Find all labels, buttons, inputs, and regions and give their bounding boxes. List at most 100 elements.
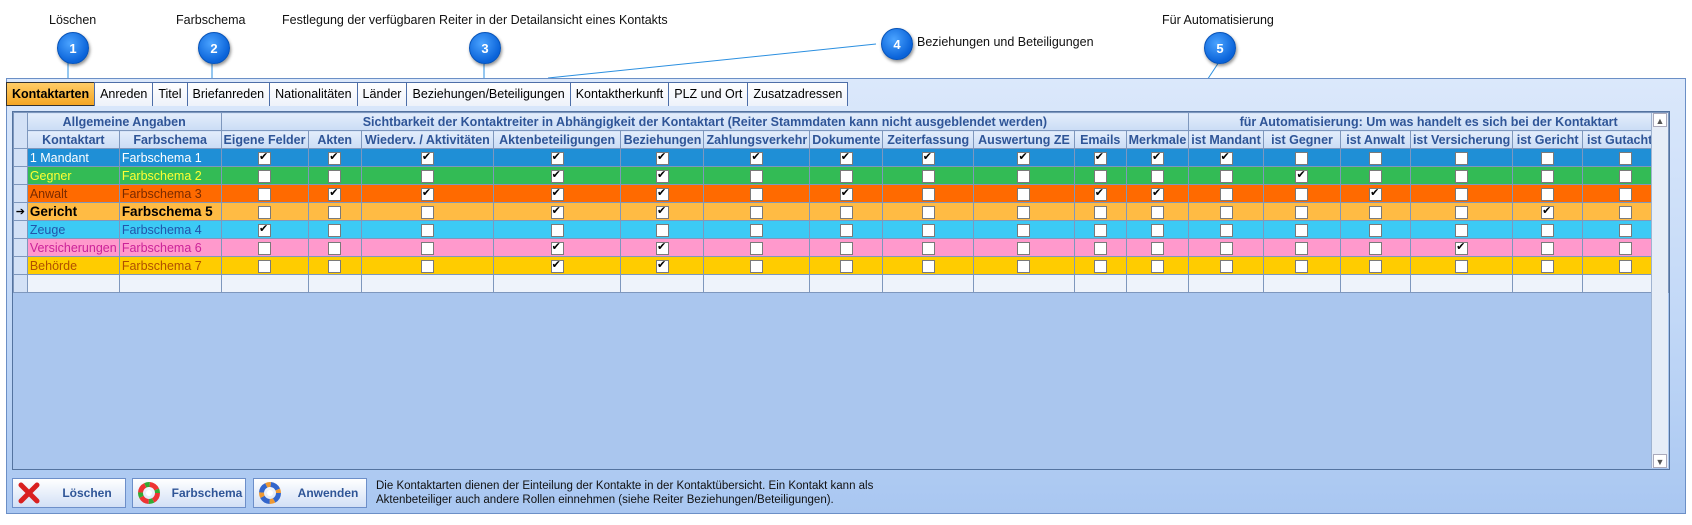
empty-cell[interactable] bbox=[809, 274, 884, 293]
column-header[interactable]: ist Gegner bbox=[1262, 130, 1342, 149]
checkbox-unchecked[interactable] bbox=[750, 259, 764, 273]
column-header[interactable]: Emails bbox=[1073, 130, 1127, 149]
checkbox-unchecked[interactable] bbox=[328, 241, 342, 255]
tab-beziehungen-beteiligungen[interactable]: Beziehungen/Beteiligungen bbox=[406, 82, 571, 106]
checkbox-unchecked[interactable] bbox=[655, 223, 669, 237]
checkbox-checked[interactable] bbox=[1455, 240, 1469, 255]
row-indicator[interactable] bbox=[13, 220, 28, 239]
checkbox-checked[interactable] bbox=[839, 186, 853, 201]
tab-laender[interactable]: Länder bbox=[356, 82, 408, 106]
empty-cell[interactable] bbox=[1409, 274, 1514, 293]
farbschema-cell[interactable]: Farbschema 6 bbox=[118, 238, 222, 257]
checkbox-unchecked[interactable] bbox=[1619, 223, 1633, 237]
checkbox-unchecked[interactable] bbox=[328, 223, 342, 237]
empty-cell[interactable] bbox=[220, 274, 309, 293]
checkbox-unchecked[interactable] bbox=[420, 205, 434, 219]
checkbox-checked[interactable] bbox=[550, 240, 564, 255]
checkbox-unchecked[interactable] bbox=[1541, 259, 1555, 273]
column-header[interactable]: Zahlungsverkehr bbox=[703, 130, 811, 149]
table-row[interactable]: Behörde Farbschema 7 bbox=[13, 256, 1669, 275]
checkbox-unchecked[interactable] bbox=[1295, 151, 1309, 165]
checkbox-unchecked[interactable] bbox=[1369, 241, 1383, 255]
checkbox-unchecked[interactable] bbox=[1619, 151, 1633, 165]
checkbox-checked[interactable] bbox=[1150, 150, 1164, 165]
checkbox-unchecked[interactable] bbox=[1619, 241, 1633, 255]
tab-kontaktherkunft[interactable]: Kontaktherkunft bbox=[569, 82, 670, 106]
checkbox-unchecked[interactable] bbox=[1219, 223, 1233, 237]
checkbox-unchecked[interactable] bbox=[420, 169, 434, 183]
kontaktart-cell[interactable]: Anwalt bbox=[26, 184, 120, 203]
kontaktart-cell[interactable]: Versicherungen bbox=[26, 238, 120, 257]
checkbox-unchecked[interactable] bbox=[1455, 205, 1469, 219]
column-header[interactable]: Eigene Felder bbox=[220, 130, 309, 149]
checkbox-unchecked[interactable] bbox=[258, 169, 272, 183]
empty-cell[interactable] bbox=[118, 274, 222, 293]
checkbox-unchecked[interactable] bbox=[1369, 151, 1383, 165]
scroll-up-arrow-icon[interactable]: ▲ bbox=[1653, 113, 1667, 127]
checkbox-unchecked[interactable] bbox=[921, 241, 935, 255]
checkbox-unchecked[interactable] bbox=[1150, 205, 1164, 219]
checkbox-unchecked[interactable] bbox=[750, 169, 764, 183]
checkbox-checked[interactable] bbox=[921, 150, 935, 165]
checkbox-unchecked[interactable] bbox=[1369, 169, 1383, 183]
row-indicator[interactable] bbox=[13, 184, 28, 203]
checkbox-checked[interactable] bbox=[1369, 186, 1383, 201]
kontaktart-cell[interactable]: 1 Mandant bbox=[26, 148, 120, 167]
checkbox-unchecked[interactable] bbox=[258, 241, 272, 255]
checkbox-checked[interactable] bbox=[258, 222, 272, 237]
empty-cell[interactable] bbox=[1188, 274, 1264, 293]
checkbox-checked[interactable] bbox=[750, 150, 764, 165]
checkbox-checked[interactable] bbox=[655, 168, 669, 183]
checkbox-checked[interactable] bbox=[550, 150, 564, 165]
checkbox-unchecked[interactable] bbox=[1150, 241, 1164, 255]
checkbox-unchecked[interactable] bbox=[420, 259, 434, 273]
farbschema-cell[interactable]: Farbschema 5 bbox=[118, 202, 222, 221]
checkbox-unchecked[interactable] bbox=[1017, 169, 1031, 183]
checkbox-unchecked[interactable] bbox=[1369, 223, 1383, 237]
empty-cell[interactable] bbox=[620, 274, 705, 293]
empty-cell[interactable] bbox=[492, 274, 622, 293]
checkbox-unchecked[interactable] bbox=[839, 169, 853, 183]
checkbox-unchecked[interactable] bbox=[1219, 241, 1233, 255]
checkbox-checked[interactable] bbox=[839, 150, 853, 165]
row-indicator[interactable] bbox=[13, 166, 28, 185]
kontaktart-cell[interactable]: Zeuge bbox=[26, 220, 120, 239]
column-header[interactable]: Aktenbeteiligungen bbox=[492, 130, 622, 149]
checkbox-unchecked[interactable] bbox=[1541, 169, 1555, 183]
farbschema-cell[interactable]: Farbschema 7 bbox=[118, 256, 222, 275]
empty-cell[interactable] bbox=[1125, 274, 1190, 293]
checkbox-unchecked[interactable] bbox=[1093, 259, 1107, 273]
checkbox-unchecked[interactable] bbox=[1093, 241, 1107, 255]
column-header[interactable]: ist Anwalt bbox=[1340, 130, 1411, 149]
checkbox-unchecked[interactable] bbox=[921, 205, 935, 219]
column-header[interactable]: Auswertung ZE bbox=[973, 130, 1075, 149]
loeschen-button[interactable]: Löschen bbox=[12, 478, 126, 508]
checkbox-unchecked[interactable] bbox=[420, 241, 434, 255]
checkbox-unchecked[interactable] bbox=[1541, 187, 1555, 201]
column-header[interactable]: Wiederv. / Aktivitäten bbox=[360, 130, 494, 149]
checkbox-checked[interactable] bbox=[655, 240, 669, 255]
farbschema-button[interactable]: Farbschema bbox=[132, 478, 246, 508]
checkbox-unchecked[interactable] bbox=[1017, 223, 1031, 237]
column-header[interactable]: ist Gericht bbox=[1512, 130, 1584, 149]
checkbox-unchecked[interactable] bbox=[1619, 169, 1633, 183]
empty-cell[interactable] bbox=[703, 274, 811, 293]
column-header[interactable]: Farbschema bbox=[118, 130, 222, 149]
column-header[interactable]: Kontaktart bbox=[26, 130, 120, 149]
farbschema-cell[interactable]: Farbschema 4 bbox=[118, 220, 222, 239]
kontaktart-cell[interactable]: Behörde bbox=[26, 256, 120, 275]
checkbox-checked[interactable] bbox=[550, 186, 564, 201]
checkbox-unchecked[interactable] bbox=[328, 169, 342, 183]
checkbox-checked[interactable] bbox=[550, 168, 564, 183]
checkbox-unchecked[interactable] bbox=[839, 223, 853, 237]
checkbox-unchecked[interactable] bbox=[1017, 187, 1031, 201]
column-header[interactable]: Akten bbox=[307, 130, 362, 149]
empty-cell[interactable] bbox=[882, 274, 975, 293]
checkbox-unchecked[interactable] bbox=[921, 187, 935, 201]
checkbox-unchecked[interactable] bbox=[1455, 223, 1469, 237]
checkbox-unchecked[interactable] bbox=[839, 259, 853, 273]
empty-cell[interactable] bbox=[1262, 274, 1342, 293]
scroll-down-arrow-icon[interactable]: ▼ bbox=[1653, 454, 1667, 468]
checkbox-checked[interactable] bbox=[655, 186, 669, 201]
table-row[interactable]: 1 Mandant Farbschema 1 bbox=[13, 148, 1669, 167]
